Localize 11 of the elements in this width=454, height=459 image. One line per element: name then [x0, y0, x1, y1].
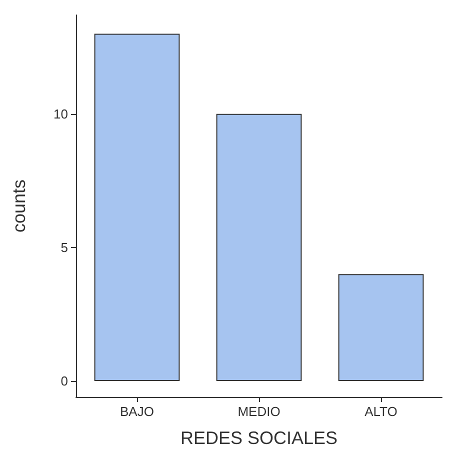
bar — [338, 274, 424, 381]
x-tick-label: MEDIO — [238, 404, 280, 419]
y-tick-label: 0 — [60, 373, 68, 388]
bar — [94, 34, 180, 381]
y-tick-label: 10 — [54, 106, 68, 122]
x-tick-label: BAJO — [120, 404, 154, 419]
x-tick-label: ALTO — [364, 404, 398, 419]
y-tick-label: 5 — [60, 240, 68, 255]
bar — [216, 114, 302, 381]
x-axis-title: REDES SOCIALES — [180, 428, 338, 448]
y-axis-title: counts — [9, 179, 29, 233]
